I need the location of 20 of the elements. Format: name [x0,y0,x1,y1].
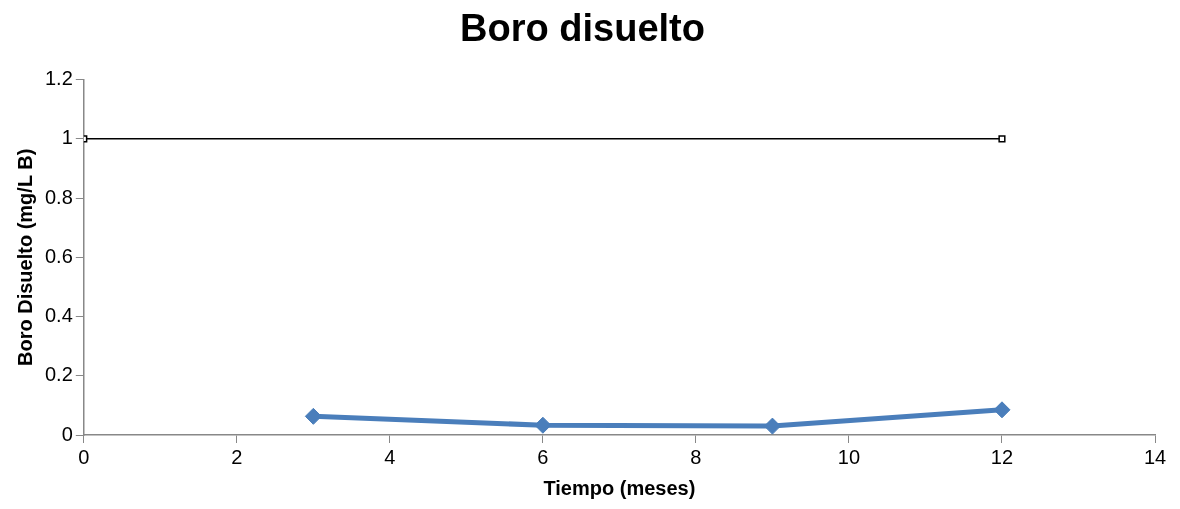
x-tick-label: 0 [78,445,90,468]
y-tick-label: 0.6 [44,244,73,267]
y-tick-label: 0.4 [44,304,73,327]
point [998,135,1006,143]
x-tick-label: 14 [1143,445,1167,468]
x-tick-label: 8 [690,445,702,468]
y-tick-label: 1 [61,126,73,149]
x-tick-label: 10 [837,445,861,468]
x-tick-label: 12 [990,445,1014,468]
y-tick-label: 0.2 [44,363,73,386]
y-tick-label: 0.8 [44,185,73,208]
chart-title: Boro disuelto [460,7,705,50]
y-axis-title: Boro Disuelto (mg/L B) [13,148,36,366]
x-tick-label: 2 [231,445,243,468]
point [993,401,1011,419]
y-tick-label: 1.2 [44,67,73,90]
x-axis-title: Tiempo (meses) [543,476,696,499]
x-tick-label: 6 [537,445,549,468]
x-tick-label: 4 [384,445,396,468]
y-tick-label: 0 [61,422,73,445]
